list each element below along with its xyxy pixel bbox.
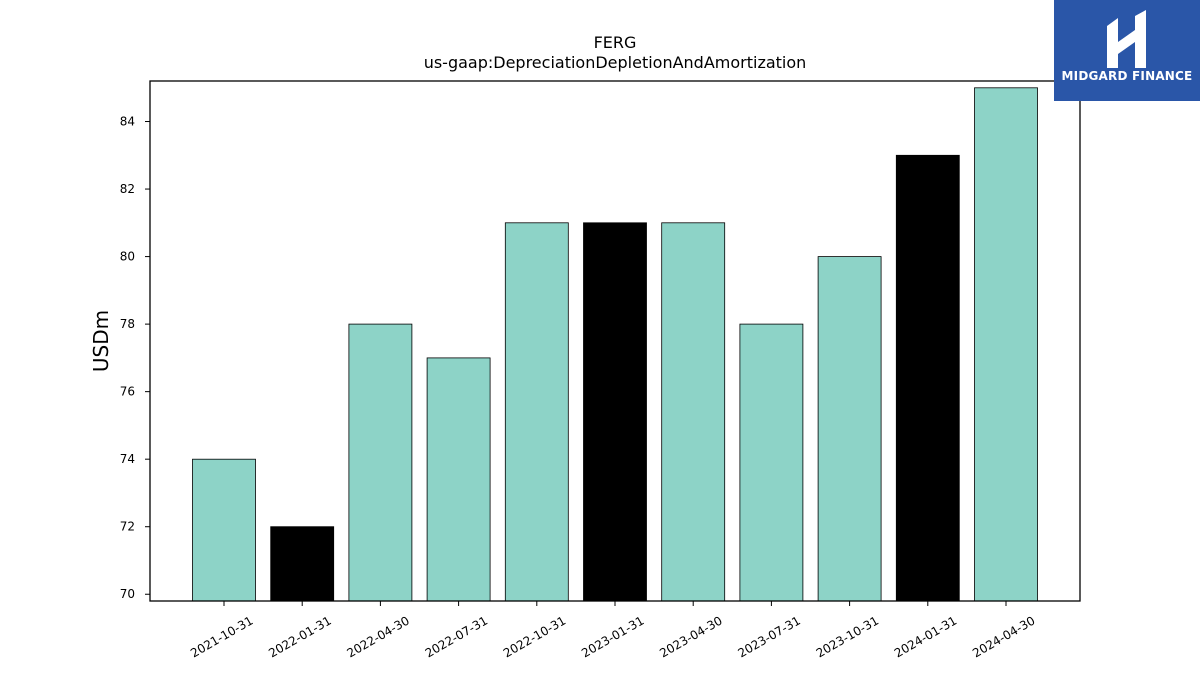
bars-group (192, 87, 1038, 602)
x-tick-label: 2024-04-30 (970, 613, 1037, 660)
y-axis-ticks: 70 72 74 76 78 80 82 84 (120, 115, 150, 601)
y-tick-label: 84 (120, 115, 135, 129)
bar-2022-04-30 (348, 323, 413, 602)
bar-2022-10-31 (504, 222, 569, 602)
x-tick-label: 2023-04-30 (657, 613, 724, 660)
y-tick-label: 76 (120, 385, 135, 399)
bar-2023-04-30 (661, 222, 726, 602)
x-tick-label: 2022-10-31 (501, 613, 568, 660)
bar-2023-07-31 (739, 323, 804, 602)
brand-name: MIDGARD FINANCE (1061, 69, 1193, 83)
y-axis-label: USDm (89, 310, 113, 372)
x-tick-label: 2023-07-31 (735, 613, 802, 660)
y-tick-label: 80 (120, 250, 135, 264)
x-tick-label: 2024-01-31 (892, 613, 959, 660)
y-tick-label: 70 (120, 587, 135, 601)
brand-logo: MIDGARD FINANCE (1054, 0, 1200, 101)
x-tick-label: 2023-01-31 (579, 613, 646, 660)
bar-2022-07-31 (426, 357, 491, 602)
bar-2022-01-31 (270, 526, 335, 602)
x-tick-label: 2021-10-31 (188, 613, 255, 660)
plot-frame (149, 80, 1081, 602)
midgard-logo-icon (1107, 10, 1146, 68)
y-tick-label: 72 (120, 520, 135, 534)
y-tick-label: 78 (120, 317, 135, 331)
y-tick-label: 82 (120, 182, 135, 196)
bar-2023-10-31 (817, 256, 882, 602)
x-tick-label: 2022-01-31 (266, 613, 333, 660)
x-tick-label: 2023-10-31 (814, 613, 881, 660)
x-tick-label: 2022-07-31 (423, 613, 490, 660)
chart-title: FERG (594, 33, 637, 52)
chart-subtitle: us-gaap:DepreciationDepletionAndAmortiza… (424, 53, 807, 72)
x-tick-label: 2022-04-30 (344, 613, 411, 660)
y-tick-label: 74 (120, 452, 135, 466)
bar-2023-01-31 (583, 222, 647, 602)
bar-2021-10-31 (192, 458, 256, 602)
x-axis-ticks: 2021-10-31 2022-01-31 2022-04-30 2022-07-31… (188, 601, 1038, 660)
bar-2024-04-30 (974, 87, 1038, 602)
bar-2024-01-31 (895, 154, 960, 602)
